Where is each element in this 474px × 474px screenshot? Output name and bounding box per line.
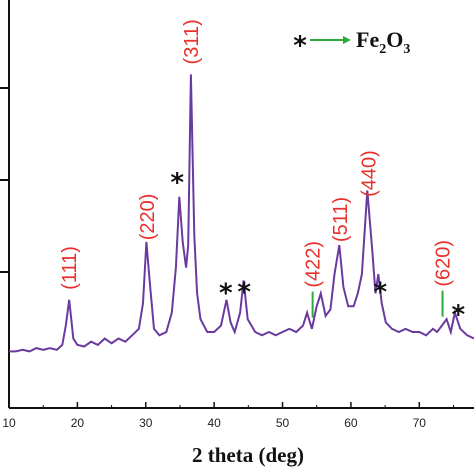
x-tick-label: 30: [139, 416, 153, 430]
x-tick-label: 70: [413, 416, 427, 430]
x-axis-label: 2 theta (deg): [192, 443, 304, 467]
peak-label: (511): [330, 197, 352, 242]
star-marker: *: [237, 277, 251, 307]
star-markers: ** * **: [170, 168, 465, 330]
x-tick-label: 20: [71, 416, 85, 430]
peak-label: (422): [303, 241, 325, 288]
peak-labels: (111) (220) (311) (422)(511) (440) (620): [59, 19, 455, 318]
legend-star-symbol: *: [293, 31, 307, 61]
legend-arrowhead: [343, 36, 351, 44]
star-marker: *: [374, 277, 388, 307]
star-marker: *: [219, 278, 233, 308]
peak-label: (111): [59, 246, 81, 290]
x-tick-label: 10: [2, 416, 16, 430]
legend-label: Fe2O3: [356, 27, 410, 57]
star-marker: *: [170, 168, 184, 198]
peak-label: (220): [137, 194, 159, 241]
x-tick-label: 40: [207, 416, 221, 430]
peak-label: (440): [359, 150, 381, 197]
series-line: [9, 74, 474, 353]
legend: * Fe2O3: [293, 27, 410, 61]
axes: [0, 0, 474, 409]
peak-label: (620): [433, 240, 455, 287]
x-tick-label: 60: [344, 416, 358, 430]
star-marker: *: [451, 300, 465, 330]
x-ticks: 10 20 30 40 50 60 70: [2, 402, 454, 430]
x-tick-label: 50: [276, 416, 290, 430]
peak-label: (311): [181, 19, 203, 64]
